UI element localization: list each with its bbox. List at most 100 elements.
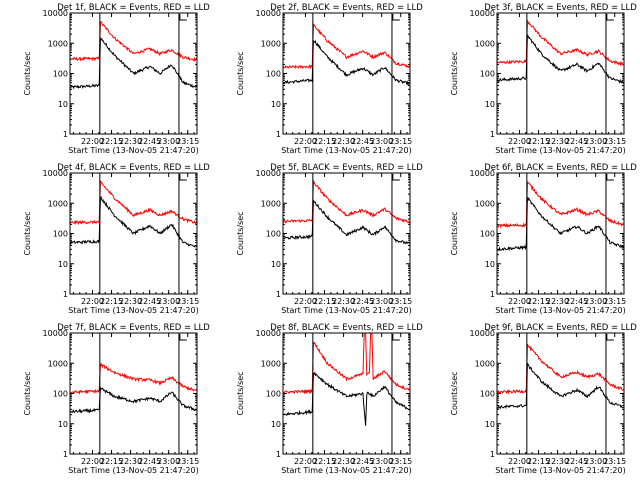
y-tick-label: 10000: [256, 169, 281, 178]
panel-title: Det 1f, BLACK = Events, RED = LLD: [57, 3, 210, 13]
legend-marker-icon: [179, 174, 187, 181]
x-tick-label: 23:15: [389, 457, 412, 466]
x-tick-label: 22:00: [508, 457, 531, 466]
y-tick-label: 10: [58, 260, 68, 269]
x-tick-label: 22:00: [294, 137, 317, 146]
plot-frame: [282, 332, 411, 455]
y-tick-label: 1: [63, 450, 68, 459]
y-tick-label: 1000: [261, 39, 281, 48]
y-tick-label: 10000: [43, 329, 68, 338]
x-tick-label: 22:45: [351, 297, 374, 306]
y-tick-label: 1: [276, 450, 281, 459]
x-tick-label: 23:15: [603, 137, 626, 146]
series-line-lld: [283, 179, 410, 224]
x-tick-label: 22:15: [313, 297, 336, 306]
y-axis-label: Counts/sec: [23, 371, 32, 415]
x-tick-label: 23:15: [389, 297, 412, 306]
series-line-events: [283, 200, 410, 245]
y-axis-label: Counts/sec: [23, 211, 32, 255]
series-line-events: [497, 196, 624, 252]
series-line-lld: [497, 181, 624, 229]
plot-area: [70, 20, 197, 90]
y-tick-label: 100: [480, 390, 495, 399]
plot-frame: [282, 172, 411, 295]
x-tick-label: 22:45: [565, 137, 588, 146]
x-tick-label: 22:00: [81, 137, 104, 146]
y-axis-label: Counts/sec: [450, 51, 459, 95]
plot-area: [497, 181, 624, 252]
y-tick-label: 10000: [470, 169, 495, 178]
y-tick-label: 1: [63, 130, 68, 139]
x-tick-label: 22:00: [508, 297, 531, 306]
panel-title: Det 4f, BLACK = Events, RED = LLD: [57, 163, 210, 173]
x-axis-label: Start Time (13-Nov-05 21:47:20): [281, 146, 411, 155]
x-tick-label: 22:30: [119, 297, 142, 306]
x-tick-label: 23:00: [584, 457, 607, 466]
series-line-lld: [497, 19, 624, 67]
x-tick-label: 22:15: [313, 457, 336, 466]
x-tick-label: 23:00: [584, 297, 607, 306]
y-tick-label: 10: [485, 100, 495, 109]
y-tick-label: 1000: [48, 359, 68, 368]
plot-frame: [496, 12, 625, 135]
x-tick-label: 22:15: [100, 297, 123, 306]
legend-marker-icon: [606, 14, 614, 21]
panel-det-1: Det 1f, BLACK = Events, RED = LLD Counts/…: [23, 3, 210, 155]
panel-det-5: Det 5f, BLACK = Events, RED = LLD Counts/…: [236, 163, 423, 315]
x-axis-label: Start Time (13-Nov-05 21:47:20): [68, 146, 198, 155]
y-tick-label: 10000: [256, 329, 281, 338]
x-tick-label: 22:15: [100, 137, 123, 146]
plot-area: [497, 343, 624, 410]
y-tick-label: 1: [63, 290, 68, 299]
y-tick-label: 10: [271, 260, 281, 269]
plot-frame: [69, 12, 198, 135]
panel-det-2: Det 2f, BLACK = Events, RED = LLD Counts/…: [236, 3, 423, 155]
x-tick-label: 23:00: [584, 137, 607, 146]
y-tick-label: 10: [58, 100, 68, 109]
x-tick-label: 23:00: [157, 137, 180, 146]
x-axis-label: Start Time (13-Nov-05 21:47:20): [281, 466, 411, 475]
x-tick-label: 23:00: [157, 457, 180, 466]
series-line-events: [497, 361, 624, 410]
series-line-lld: [70, 20, 197, 63]
x-tick-label: 22:00: [508, 137, 531, 146]
plot-frame: [282, 12, 411, 135]
y-tick-label: 10: [485, 260, 495, 269]
plot-area: [497, 19, 624, 85]
x-axis-label: Start Time (13-Nov-05 21:47:20): [495, 306, 625, 315]
y-tick-label: 100: [480, 70, 495, 79]
x-tick-label: 22:00: [81, 457, 104, 466]
y-tick-label: 1000: [261, 359, 281, 368]
x-axis-label: Start Time (13-Nov-05 21:47:20): [68, 466, 198, 475]
y-tick-label: 1: [490, 290, 495, 299]
x-tick-label: 22:30: [546, 137, 569, 146]
panel-title: Det 9f, BLACK = Events, RED = LLD: [484, 323, 637, 333]
x-tick-label: 22:30: [546, 297, 569, 306]
panel-det-9: Det 9f, BLACK = Events, RED = LLD Counts/…: [450, 323, 637, 475]
x-tick-label: 22:30: [332, 457, 355, 466]
y-tick-label: 10000: [43, 169, 68, 178]
y-tick-label: 100: [266, 230, 281, 239]
y-tick-label: 10: [485, 420, 495, 429]
panel-title: Det 5f, BLACK = Events, RED = LLD: [270, 163, 423, 173]
panel-det-8: Det 8f, BLACK = Events, RED = LLD Counts/…: [236, 323, 423, 475]
x-axis-label: Start Time (13-Nov-05 21:47:20): [68, 306, 198, 315]
x-tick-label: 22:00: [294, 297, 317, 306]
x-tick-label: 22:30: [332, 137, 355, 146]
legend-marker-icon: [606, 334, 614, 341]
series-line-lld: [283, 23, 410, 70]
plot-frame: [496, 332, 625, 455]
series-line-events: [497, 34, 624, 85]
series-line-events: [70, 37, 197, 90]
y-tick-label: 10000: [256, 9, 281, 18]
x-tick-label: 22:30: [546, 457, 569, 466]
y-tick-label: 1: [276, 130, 281, 139]
series-line-lld: [70, 362, 197, 395]
x-tick-label: 22:45: [565, 457, 588, 466]
panel-title: Det 3f, BLACK = Events, RED = LLD: [484, 3, 637, 13]
plot-area: [283, 333, 410, 426]
x-tick-label: 22:00: [81, 297, 104, 306]
plot-area: [283, 179, 410, 245]
panel-det-6: Det 6f, BLACK = Events, RED = LLD Counts/…: [450, 163, 637, 315]
